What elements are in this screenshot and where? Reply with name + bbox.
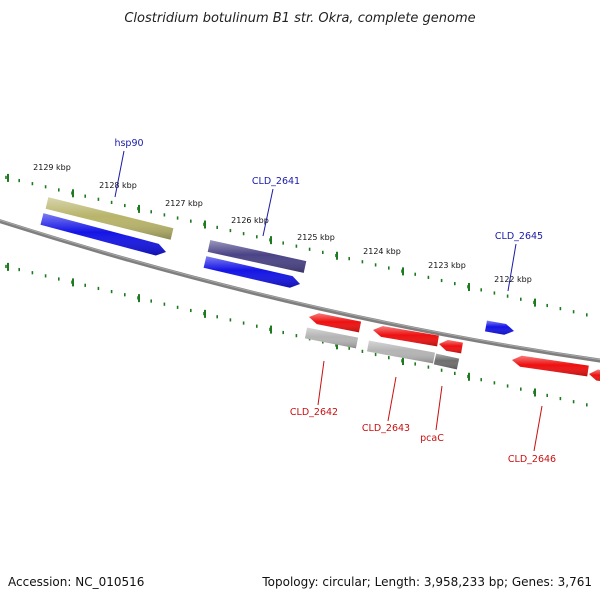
pcac-label[interactable]: pcaC [420,433,444,444]
tick-marks: 2129 kbp 2128 kbp 2127 kbp 2126 kbp 2125 kbp… [5,163,588,407]
tick-label: 2126 kbp [231,216,269,225]
outer-major-ticks [7,173,536,307]
gene-features [40,197,600,381]
red-gene-feature [589,369,600,381]
tick-label: 2125 kbp [297,233,335,242]
cld-2645-gene-feature [485,320,514,335]
backbone-highlight [0,219,600,361]
map-title: Clostridium botulinum B1 str. Okra, comp… [124,11,475,26]
cld-2641-gene-band [207,240,307,273]
cld-2641-gene-feature [203,256,300,288]
cld-2643-gene-band [367,340,435,364]
cld-2642-label-leader [317,360,325,406]
gene-labels: hsp90 CLD_2641 CLD_2645 CLD_2642 CLD_2643pca… [114,138,556,465]
tick-label: 2124 kbp [363,247,401,256]
pcac-label-leader [435,385,443,431]
cld-2646-gene-feature [512,355,589,377]
tick-label: 2128 kbp [99,181,137,190]
outer-tick-ring [5,175,588,317]
hsp90-label-leader [114,150,125,198]
cld-2645-label-leader [507,243,517,292]
cld-2641-label-leader [262,188,274,237]
cld-2641-label[interactable]: CLD_2641 [252,176,300,187]
genome-backbone [0,219,600,363]
accession-text: Accession: NC_010516 [8,575,144,589]
cld-2646-label-leader [533,405,543,452]
red-gene-feature [309,313,362,333]
cld-2646-label[interactable]: CLD_2646 [508,454,556,465]
tick-label: 2122 kbp [494,275,532,284]
red-gene-feature [439,340,463,354]
cld-2642-label[interactable]: CLD_2642 [290,407,338,418]
cld-2642-gene-band [304,327,359,349]
cld-2645-label[interactable]: CLD_2645 [495,231,543,242]
forward-gene-feature [40,213,166,256]
tick-label: 2127 kbp [165,199,203,208]
cld-2643-label-leader [387,376,397,422]
inner-tick-ring [5,264,588,407]
tick-label: 2123 kbp [428,261,466,270]
genome-summary-text: Topology: circular; Length: 3,958,233 bp… [261,575,592,589]
pcac-gene-band [433,353,460,370]
cld-2643-label[interactable]: CLD_2643 [362,423,410,434]
tick-label: 2129 kbp [33,163,71,172]
red-gene-feature [373,326,439,347]
hsp90-label[interactable]: hsp90 [114,138,143,149]
hsp90-gene-band [45,197,174,240]
